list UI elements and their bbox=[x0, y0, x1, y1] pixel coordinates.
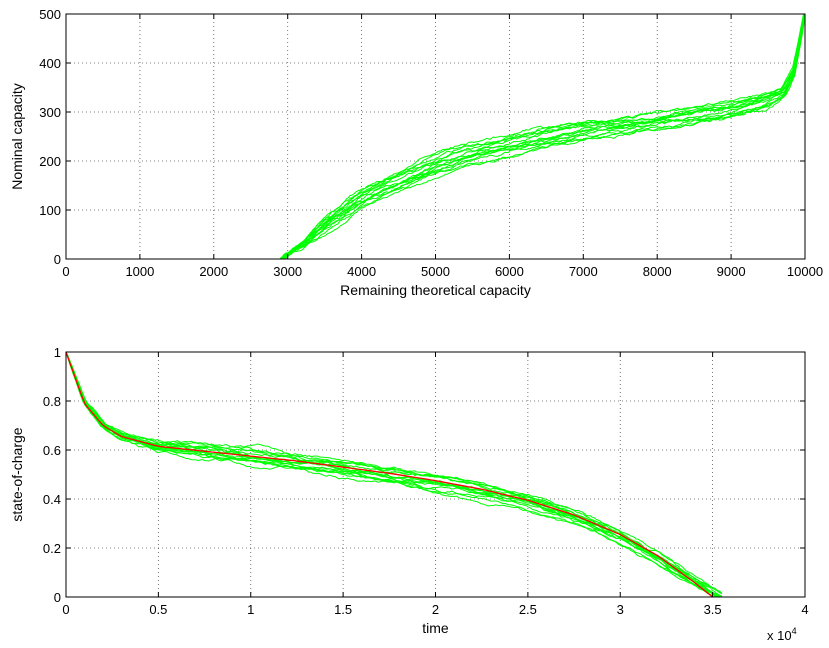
simulation-line bbox=[66, 352, 722, 597]
x-tick-label: 3 bbox=[617, 602, 624, 617]
x-tick-label: 0 bbox=[62, 264, 69, 279]
y-axis-label: Nominal capacity bbox=[9, 83, 25, 190]
simulation-line bbox=[66, 352, 721, 597]
x-axis-multiplier: x 104 bbox=[767, 626, 797, 643]
y-tick-label: 1 bbox=[54, 345, 61, 360]
x-tick-label: 4 bbox=[801, 602, 808, 617]
y-tick-label: 500 bbox=[39, 7, 61, 22]
y-tick-label: 0.6 bbox=[43, 443, 61, 458]
simulation-line bbox=[280, 14, 805, 259]
x-tick-label: 9000 bbox=[717, 264, 746, 279]
simulation-line bbox=[280, 14, 805, 259]
chart-1: 0 1000 2000 3000 4000 5000 6000 7000 8000 9000 100… bbox=[9, 7, 823, 298]
simulation-line bbox=[279, 14, 805, 259]
simulation-line bbox=[279, 14, 805, 259]
x-tick-label: 3000 bbox=[273, 264, 302, 279]
simulation-line bbox=[66, 352, 719, 597]
x-tick-label: 0.5 bbox=[149, 602, 167, 617]
x-axis-label: time bbox=[422, 620, 449, 636]
x-tick-label: 2000 bbox=[199, 264, 228, 279]
y-tick-label: 0 bbox=[54, 252, 61, 267]
y-tick-label: 0.8 bbox=[43, 394, 61, 409]
x-axis-label: Remaining theoretical capacity bbox=[340, 282, 531, 298]
x-tick-label: 1.5 bbox=[334, 602, 352, 617]
y-tick-label: 300 bbox=[39, 105, 61, 120]
simulation-line bbox=[66, 352, 720, 597]
x-tick-label: 0 bbox=[62, 602, 69, 617]
simulation-line bbox=[280, 14, 805, 259]
y-tick-label: 100 bbox=[39, 203, 61, 218]
x-axis-multiplier-exponent: 4 bbox=[792, 626, 797, 636]
x-tick-label: 3.5 bbox=[704, 602, 722, 617]
y-tick-label: 400 bbox=[39, 56, 61, 71]
simulation-line bbox=[280, 14, 805, 259]
x-tick-label: 7000 bbox=[569, 264, 598, 279]
chart-2: 0 0.5 1 1.5 2 2.5 3 3.5 4 0 0.2 0.4 0.6 0.8 1 time state… bbox=[9, 345, 809, 643]
y-tick-label: 0.2 bbox=[43, 541, 61, 556]
y-tick-label: 200 bbox=[39, 154, 61, 169]
y-tick-label: 0 bbox=[54, 590, 61, 605]
plot-lines bbox=[279, 14, 805, 259]
mean-line bbox=[66, 352, 714, 597]
x-tick-label: 8000 bbox=[643, 264, 672, 279]
x-tick-label: 1 bbox=[247, 602, 254, 617]
x-tick-label: 4000 bbox=[347, 264, 376, 279]
y-axis-label: state-of-charge bbox=[9, 427, 25, 521]
y-tick-label: 0.4 bbox=[43, 492, 61, 507]
x-tick-label: 2.5 bbox=[519, 602, 537, 617]
simulation-line bbox=[280, 14, 805, 259]
x-tick-label: 5000 bbox=[421, 264, 450, 279]
simulation-line bbox=[280, 14, 805, 259]
simulation-line bbox=[66, 352, 722, 597]
x-tick-label: 2 bbox=[432, 602, 439, 617]
plot-lines bbox=[66, 352, 723, 597]
x-tick-label: 6000 bbox=[495, 264, 524, 279]
x-tick-label: 1000 bbox=[125, 264, 154, 279]
simulation-line bbox=[281, 14, 805, 259]
x-tick-label: 10000 bbox=[787, 264, 823, 279]
